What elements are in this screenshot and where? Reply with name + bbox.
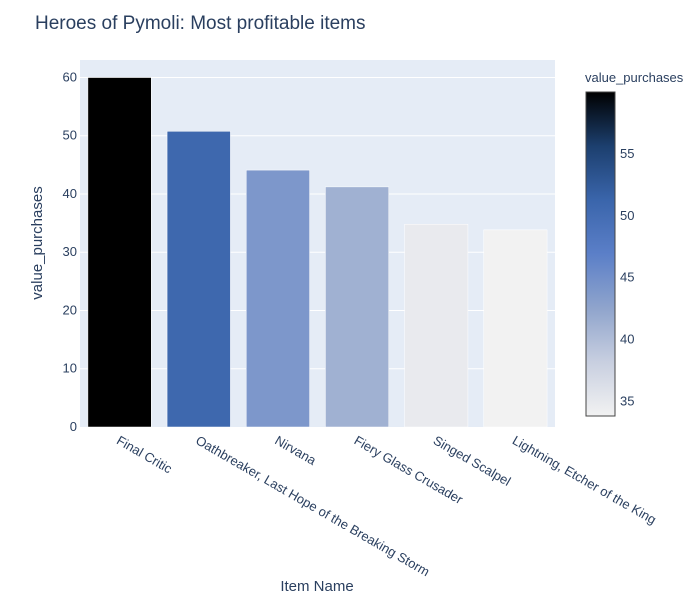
chart-title: Heroes of Pymoli: Most profitable items	[35, 13, 366, 34]
colorbar-tick-label: 55	[620, 146, 634, 161]
y-tick-label: 20	[63, 302, 77, 317]
bars	[87, 77, 548, 428]
colorbar-title: value_purchases	[585, 70, 684, 85]
x-axis-title: Item Name	[280, 578, 353, 595]
y-tick-label: 40	[63, 186, 77, 201]
x-tick-label: Nirvana	[272, 433, 319, 469]
x-ticks: Final Critic Oathbreaker, Last Hope of th…	[114, 433, 659, 580]
colorbar	[585, 91, 616, 417]
y-tick-label: 0	[70, 419, 77, 434]
colorbar-tick-label: 40	[620, 332, 634, 347]
x-tick-label: Final Critic	[114, 433, 175, 477]
plot-area	[80, 60, 555, 427]
colorbar-ticks: 35 40 45 50 55	[620, 146, 634, 409]
grid	[80, 76, 555, 370]
bar	[404, 224, 469, 428]
bar	[325, 186, 389, 428]
y-axis-title: value_purchases	[29, 186, 46, 299]
y-tick-label: 10	[63, 361, 77, 376]
colorbar-tick-label: 35	[620, 394, 634, 409]
bar	[166, 131, 231, 428]
colorbar-tick-label: 50	[620, 208, 634, 223]
y-tick-label: 30	[63, 244, 77, 259]
x-tick-label: Lightning, Etcher of the King	[510, 433, 659, 528]
bar	[87, 77, 152, 428]
y-tick-label: 60	[63, 69, 77, 84]
colorbar-tick-label: 45	[620, 270, 634, 285]
bar	[246, 169, 310, 428]
y-ticks: 0 10 20 30 40 50 60	[63, 69, 77, 434]
bar	[483, 229, 548, 428]
y-tick-label: 50	[63, 128, 77, 143]
